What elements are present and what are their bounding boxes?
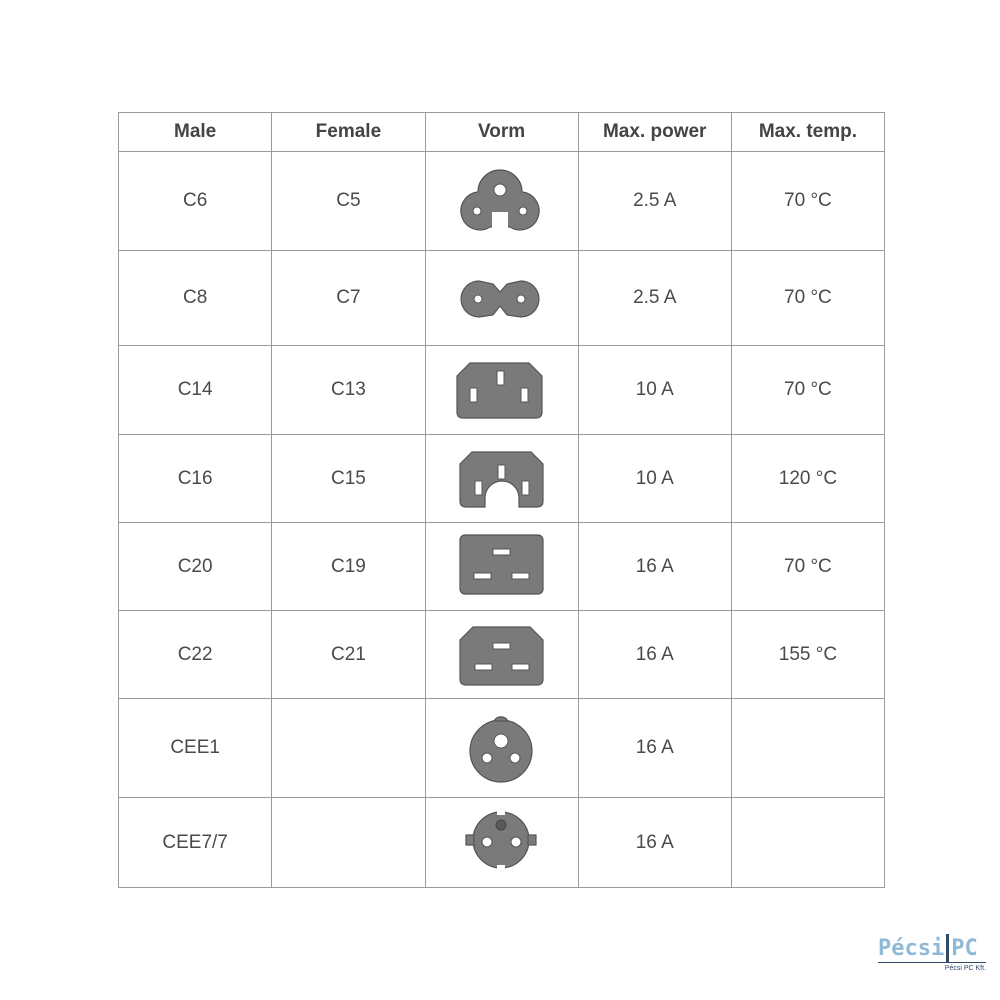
header-shape: Vorm bbox=[424, 112, 579, 152]
cell-male: CEE7/7 bbox=[117, 797, 273, 888]
cell-female: C13 bbox=[271, 345, 426, 435]
table-row: C8 C7 2.5 A 70 °C bbox=[117, 250, 886, 346]
logo-tagline: Pécsi PC Kft. bbox=[944, 965, 986, 972]
header-row: Male Female Vorm Max. power Max. temp. bbox=[117, 112, 886, 152]
cell-temp: 70 °C bbox=[730, 345, 886, 435]
cell-male: C6 bbox=[117, 151, 273, 251]
pecsipc-logo: Pécsi PC Pécsi PC Kft. bbox=[878, 934, 986, 973]
header-max-temp: Max. temp. bbox=[730, 112, 886, 152]
cell-shape bbox=[424, 610, 579, 699]
cell-temp: 120 °C bbox=[730, 434, 886, 523]
cell-power: 10 A bbox=[577, 345, 732, 435]
cell-female: C21 bbox=[271, 610, 426, 699]
cell-shape bbox=[424, 698, 579, 798]
table-row: C14 C13 10 A 70 °C bbox=[117, 345, 886, 435]
cell-temp: 70 °C bbox=[730, 250, 886, 346]
cell-temp: 155 °C bbox=[730, 610, 886, 699]
cell-shape bbox=[424, 250, 579, 346]
cell-temp: 70 °C bbox=[730, 522, 886, 611]
header-female: Female bbox=[271, 112, 426, 152]
cell-power: 16 A bbox=[577, 522, 732, 611]
cell-shape bbox=[424, 797, 579, 888]
table-row: C6 C5 2.5 A 70 °C bbox=[117, 151, 886, 251]
cell-shape bbox=[424, 151, 579, 251]
cell-temp bbox=[730, 797, 886, 888]
table-row: C20 C19 16 A 70 °C bbox=[117, 522, 886, 611]
header-male: Male bbox=[117, 112, 273, 152]
cell-shape bbox=[424, 522, 579, 611]
cell-male: CEE1 bbox=[117, 698, 273, 798]
cell-male: C20 bbox=[117, 522, 273, 611]
cell-female: C19 bbox=[271, 522, 426, 611]
cell-temp: 70 °C bbox=[730, 151, 886, 251]
table-row: C16 C15 10 A 120 °C bbox=[117, 434, 886, 523]
cell-power: 16 A bbox=[577, 610, 732, 699]
logo-text: Pécsi bbox=[878, 936, 945, 961]
cell-power: 2.5 A bbox=[577, 250, 732, 346]
cell-shape bbox=[424, 434, 579, 523]
cell-male: C22 bbox=[117, 610, 273, 699]
cell-power: 16 A bbox=[577, 797, 732, 888]
table-row: CEE7/7 16 A bbox=[117, 797, 886, 888]
cell-male: C14 bbox=[117, 345, 273, 435]
cell-temp bbox=[730, 698, 886, 798]
cell-male: C8 bbox=[117, 250, 273, 346]
cell-male: C16 bbox=[117, 434, 273, 523]
cell-female: C15 bbox=[271, 434, 426, 523]
cell-power: 2.5 A bbox=[577, 151, 732, 251]
cell-female bbox=[271, 797, 426, 888]
cell-power: 16 A bbox=[577, 698, 732, 798]
cell-shape bbox=[424, 345, 579, 435]
cell-female: C5 bbox=[271, 151, 426, 251]
connector-table: Male Female Vorm Max. power Max. temp. C… bbox=[117, 112, 886, 888]
cell-female: C7 bbox=[271, 250, 426, 346]
logo-text-suffix: PC bbox=[951, 936, 978, 961]
table-row: CEE1 16 A bbox=[117, 698, 886, 798]
table-row: C22 C21 16 A 155 °C bbox=[117, 610, 886, 699]
cell-female bbox=[271, 698, 426, 798]
cell-power: 10 A bbox=[577, 434, 732, 523]
header-max-power: Max. power bbox=[577, 112, 732, 152]
tower-icon bbox=[946, 934, 950, 962]
